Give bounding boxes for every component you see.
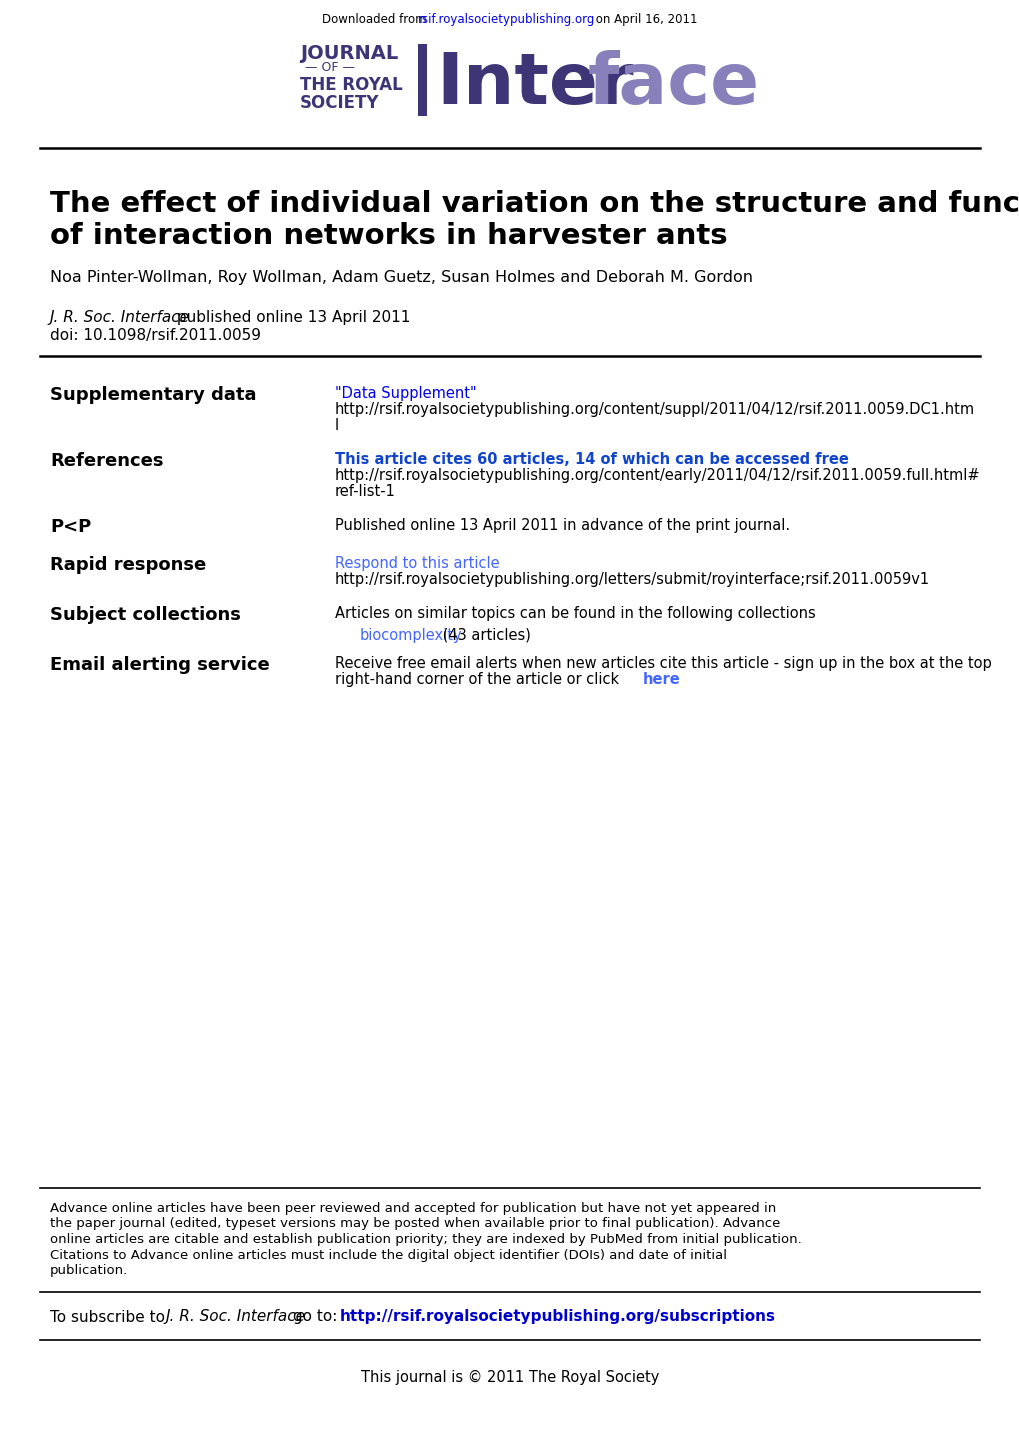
Text: go to:: go to: — [287, 1310, 342, 1324]
Text: JOURNAL: JOURNAL — [300, 45, 397, 63]
Text: Supplementary data: Supplementary data — [50, 386, 256, 403]
Text: Published online 13 April 2011 in advance of the print journal.: Published online 13 April 2011 in advanc… — [334, 517, 790, 533]
Text: here: here — [642, 672, 680, 687]
Text: P<P: P<P — [50, 517, 91, 536]
Text: THE ROYAL: THE ROYAL — [300, 76, 403, 94]
Text: Citations to Advance online articles must include the digital object identifier : Citations to Advance online articles mus… — [50, 1248, 727, 1261]
Text: "Data Supplement": "Data Supplement" — [334, 386, 476, 401]
Text: the paper journal (edited, typeset versions may be posted when available prior t: the paper journal (edited, typeset versi… — [50, 1218, 780, 1231]
Text: face: face — [587, 50, 759, 120]
Text: — OF —: — OF — — [305, 61, 355, 73]
Text: of interaction networks in harvester ants: of interaction networks in harvester ant… — [50, 222, 727, 249]
Text: Receive free email alerts when new articles cite this article - sign up in the b: Receive free email alerts when new artic… — [334, 656, 990, 672]
Text: SOCIETY: SOCIETY — [300, 94, 379, 112]
Text: http://rsif.royalsocietypublishing.org/letters/submit/royinterface;rsif.2011.005: http://rsif.royalsocietypublishing.org/l… — [334, 572, 929, 586]
Text: Inter: Inter — [435, 50, 633, 120]
Text: publication.: publication. — [50, 1264, 128, 1277]
Text: Subject collections: Subject collections — [50, 607, 240, 624]
Text: biocomplexity: biocomplexity — [360, 628, 463, 643]
Text: J. R. Soc. Interface: J. R. Soc. Interface — [166, 1310, 306, 1324]
Text: References: References — [50, 452, 163, 470]
Text: Articles on similar topics can be found in the following collections: Articles on similar topics can be found … — [334, 607, 815, 621]
Text: http://rsif.royalsocietypublishing.org/content/early/2011/04/12/rsif.2011.0059.f: http://rsif.royalsocietypublishing.org/c… — [334, 468, 979, 483]
Text: Advance online articles have been peer reviewed and accepted for publication but: Advance online articles have been peer r… — [50, 1202, 775, 1215]
Text: Respond to this article: Respond to this article — [334, 556, 499, 571]
Text: http://rsif.royalsocietypublishing.org/content/suppl/2011/04/12/rsif.2011.0059.D: http://rsif.royalsocietypublishing.org/c… — [334, 402, 974, 416]
Text: Email alerting service: Email alerting service — [50, 656, 269, 674]
Text: right-hand corner of the article or click: right-hand corner of the article or clic… — [334, 672, 628, 687]
Text: l: l — [334, 418, 338, 432]
Text: online articles are citable and establish publication priority; they are indexed: online articles are citable and establis… — [50, 1233, 801, 1246]
Text: http://rsif.royalsocietypublishing.org/subscriptions: http://rsif.royalsocietypublishing.org/s… — [339, 1310, 775, 1324]
Text: Downloaded from: Downloaded from — [322, 13, 430, 26]
Text: Noa Pinter-Wollman, Roy Wollman, Adam Guetz, Susan Holmes and Deborah M. Gordon: Noa Pinter-Wollman, Roy Wollman, Adam Gu… — [50, 269, 752, 285]
Text: on April 16, 2011: on April 16, 2011 — [592, 13, 697, 26]
Text: ref-list-1: ref-list-1 — [334, 484, 395, 499]
Text: This article cites 60 articles, 14 of which can be accessed free: This article cites 60 articles, 14 of wh… — [334, 452, 848, 467]
Text: The effect of individual variation on the structure and function: The effect of individual variation on th… — [50, 190, 1019, 218]
Text: Rapid response: Rapid response — [50, 556, 206, 574]
Text: doi: 10.1098/rsif.2011.0059: doi: 10.1098/rsif.2011.0059 — [50, 329, 261, 343]
Text: rsif.royalsocietypublishing.org: rsif.royalsocietypublishing.org — [417, 13, 594, 26]
Text: This journal is © 2011 The Royal Society: This journal is © 2011 The Royal Society — [361, 1369, 658, 1385]
Text: To subscribe to: To subscribe to — [50, 1310, 170, 1324]
Text: J. R. Soc. Interface: J. R. Soc. Interface — [50, 310, 190, 326]
Text: published online 13 April 2011: published online 13 April 2011 — [172, 310, 410, 326]
Text: (43 articles): (43 articles) — [437, 628, 530, 643]
Bar — [418, 45, 427, 115]
